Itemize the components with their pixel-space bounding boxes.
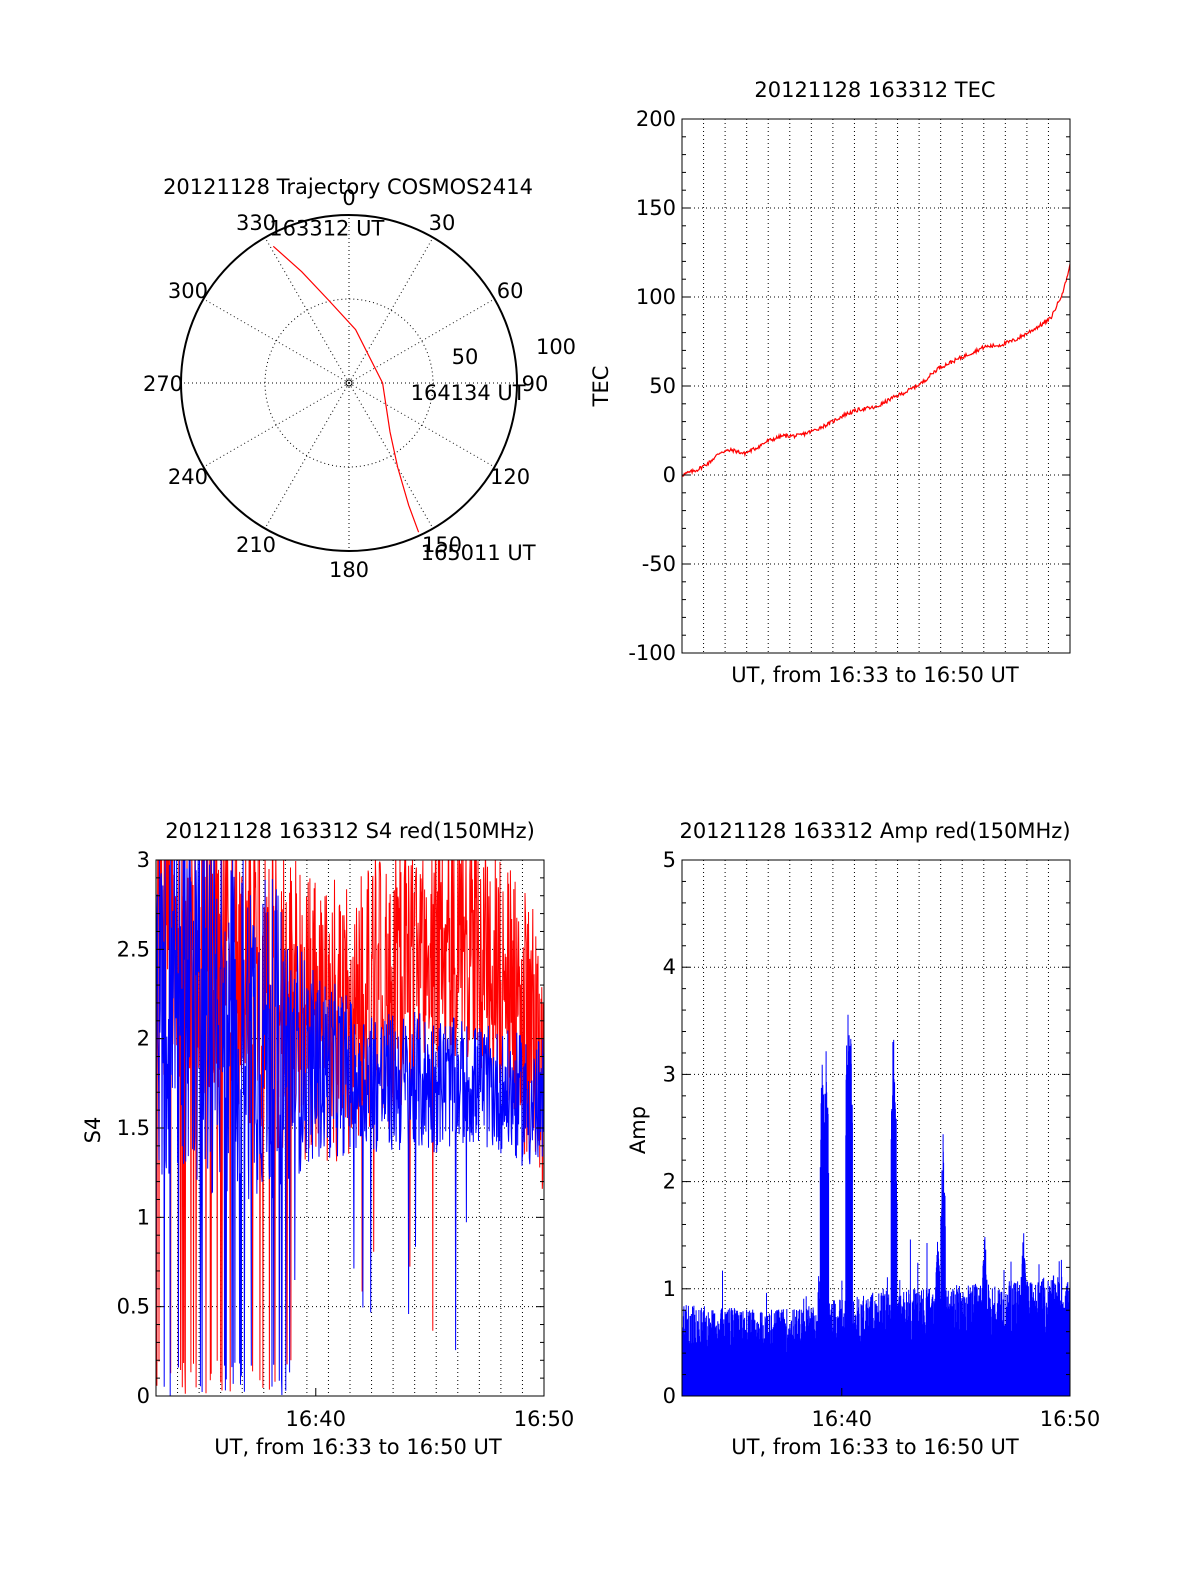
polar-spoke-150 bbox=[348, 382, 434, 529]
tec-ytick-label-4: 100 bbox=[636, 285, 676, 309]
polar-spoke-60 bbox=[348, 298, 495, 384]
polar-angle-label-180: 180 bbox=[329, 558, 369, 582]
amp-ytick-label-3: 3 bbox=[663, 1062, 676, 1086]
s4-xlabel: UT, from 16:33 to 16:50 UT bbox=[214, 1435, 502, 1459]
polar-angle-label-150: 150 bbox=[422, 533, 462, 557]
tec-line bbox=[681, 263, 1071, 477]
polar-angle-label-270: 270 bbox=[143, 372, 183, 396]
tec-xlabel: UT, from 16:33 to 16:50 UT bbox=[731, 663, 1019, 687]
tec-ytick-label-1: -50 bbox=[642, 552, 676, 576]
s4-ytick-label-5: 2.5 bbox=[117, 937, 150, 961]
polar-center-marker bbox=[345, 379, 353, 387]
amp-title: 20121128 163312 Amp red(150MHz) bbox=[679, 819, 1070, 843]
amp-xlabel: UT, from 16:33 to 16:50 UT bbox=[731, 1435, 1019, 1459]
tec-ytick-label-6: 200 bbox=[636, 107, 676, 131]
amp-plot-frame bbox=[681, 859, 1071, 1397]
s4-ytick-label-0: 0 bbox=[137, 1384, 150, 1408]
tec-ytick-label-5: 150 bbox=[636, 196, 676, 220]
s4-plot-frame bbox=[155, 859, 545, 1397]
amp-ytick-label-4: 4 bbox=[663, 955, 676, 979]
amp-ytick-label-5: 5 bbox=[663, 848, 676, 872]
s4-series-blue bbox=[156, 860, 544, 1396]
polar-angle-label-240: 240 bbox=[168, 465, 208, 489]
s4-xtick-label-0: 16:40 bbox=[286, 1407, 347, 1431]
s4-panel: 20121128 163312 S4 red(150MHz) 0 0.5 1 1.5 2… bbox=[81, 819, 574, 1459]
tec-ytick-label-2: 0 bbox=[663, 463, 676, 487]
trajectory-annotation-1: 164134 UT bbox=[411, 381, 526, 405]
amp-xtick-label-1: 16:50 bbox=[1040, 1407, 1101, 1431]
amp-xtick-label-0: 16:40 bbox=[812, 1407, 873, 1431]
polar-angle-label-300: 300 bbox=[168, 279, 208, 303]
polar-angle-label-30: 30 bbox=[429, 211, 456, 235]
s4-ylabel: S4 bbox=[81, 1117, 105, 1144]
trajectory-annotation-2: 165011 UT bbox=[421, 541, 536, 565]
tec-plot-frame bbox=[681, 118, 1071, 654]
polar-radial-label-50: 50 bbox=[452, 345, 479, 369]
tec-ylabel: TEC bbox=[589, 366, 613, 408]
amp-series-blue bbox=[681, 1014, 1071, 1396]
trajectory-panel: 20121128 Trajectory COSMOS2414 0 30 60 90 12… bbox=[143, 175, 576, 582]
polar-outer-circle bbox=[180, 214, 518, 552]
s4-title: 20121128 163312 S4 red(150MHz) bbox=[165, 819, 535, 843]
polar-radial-label-100: 100 bbox=[536, 335, 576, 359]
amp-ylabel: Amp bbox=[626, 1106, 650, 1154]
trajectory-title: 20121128 Trajectory COSMOS2414 bbox=[163, 175, 533, 199]
amp-ytick-label-2: 2 bbox=[663, 1170, 676, 1194]
polar-angle-label-120: 120 bbox=[490, 465, 530, 489]
polar-spoke-240 bbox=[203, 382, 350, 468]
tec-ytick-label-3: 50 bbox=[649, 374, 676, 398]
s4-ytick-label-2: 1 bbox=[137, 1205, 150, 1229]
trajectory-annotation-0: 163312 UT bbox=[269, 216, 384, 240]
trajectory-line bbox=[272, 245, 420, 533]
s4-ytick-label-3: 1.5 bbox=[117, 1116, 150, 1140]
s4-ytick-label-6: 3 bbox=[137, 848, 150, 872]
polar-spoke-330 bbox=[264, 237, 350, 384]
s4-ytick-label-1: 0.5 bbox=[117, 1295, 150, 1319]
s4-xtick-label-1: 16:50 bbox=[514, 1407, 575, 1431]
polar-spoke-30 bbox=[348, 237, 434, 384]
s4-ytick-label-4: 2 bbox=[137, 1027, 150, 1051]
tec-ytick-label-0: -100 bbox=[628, 641, 676, 665]
polar-spoke-300 bbox=[203, 298, 350, 384]
polar-angle-label-60: 60 bbox=[497, 279, 524, 303]
tec-title: 20121128 163312 TEC bbox=[754, 78, 995, 102]
polar-spoke-210 bbox=[264, 382, 350, 529]
polar-angle-label-0: 0 bbox=[342, 186, 355, 210]
amp-ytick-label-1: 1 bbox=[663, 1277, 676, 1301]
polar-spoke-120 bbox=[348, 382, 495, 468]
polar-angle-label-90: 90 bbox=[522, 372, 549, 396]
amp-panel: 20121128 163312 Amp red(150MHz) 0 1 2 3 4 5 16… bbox=[626, 819, 1100, 1459]
amp-ytick-label-0: 0 bbox=[663, 1384, 676, 1408]
polar-angle-label-210: 210 bbox=[236, 533, 276, 557]
polar-angle-label-330: 330 bbox=[236, 211, 276, 235]
tec-panel: 20121128 163312 TEC -100-50050100150200 … bbox=[589, 78, 1071, 687]
